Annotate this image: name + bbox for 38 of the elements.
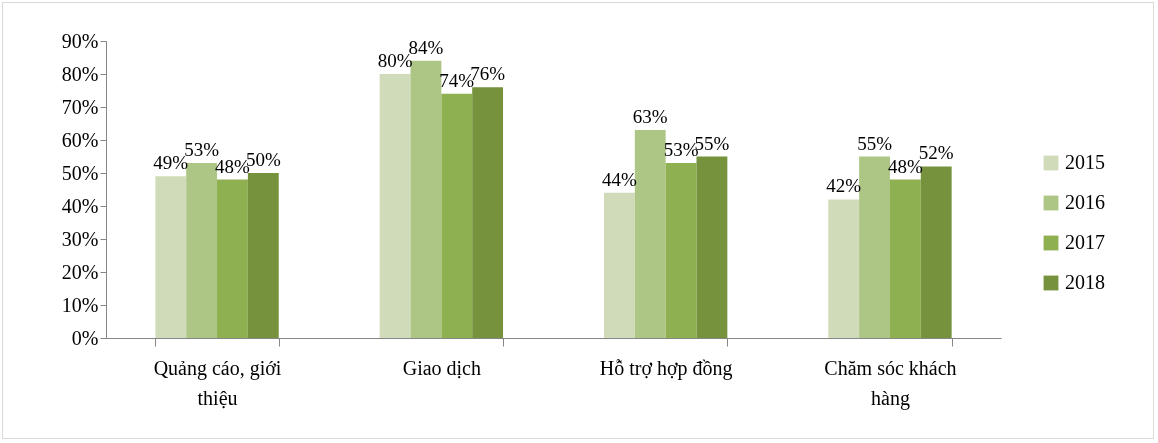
data-label: 44% <box>601 168 637 190</box>
data-label: 55% <box>857 132 893 154</box>
bar <box>379 74 411 338</box>
y-tick-label: 80% <box>61 62 99 85</box>
bar <box>155 176 187 338</box>
y-tick-label: 20% <box>61 260 99 283</box>
bar <box>920 166 952 338</box>
bar <box>603 192 635 338</box>
bar <box>859 156 890 338</box>
y-tick-label: 60% <box>61 128 99 151</box>
bar <box>441 93 473 338</box>
x-tick-label: Giao dịch <box>402 356 481 379</box>
y-tick-label: 90% <box>61 29 99 52</box>
bar <box>665 163 697 338</box>
y-tick-label: 10% <box>61 293 99 316</box>
bar <box>410 60 442 338</box>
bar <box>889 179 921 338</box>
y-tick-label: 50% <box>61 161 99 184</box>
bar <box>696 156 728 338</box>
bar <box>634 130 666 338</box>
bar <box>472 87 504 338</box>
y-tick-label: 30% <box>61 227 99 250</box>
data-label: 63% <box>632 106 668 128</box>
x-tick-label: Quảng cáo, giới thiệu <box>153 356 282 409</box>
y-tick-label: 0% <box>71 326 99 349</box>
data-label: 42% <box>826 175 862 197</box>
legend-label: 2018 <box>1065 271 1105 293</box>
legend-label: 2017 <box>1065 231 1105 253</box>
bar <box>247 173 279 338</box>
x-tick-label: Chăm sóc khách hàng <box>824 356 957 410</box>
data-label: 53% <box>184 139 220 161</box>
legend-label: 2016 <box>1065 191 1105 213</box>
bar <box>217 179 248 338</box>
x-tick-label: Hỗ trợ hợp đồng <box>599 356 733 380</box>
y-tick-label: 40% <box>61 194 99 217</box>
bar <box>828 199 860 338</box>
y-tick-label: 70% <box>61 95 99 118</box>
legend-label: 2015 <box>1065 151 1105 173</box>
